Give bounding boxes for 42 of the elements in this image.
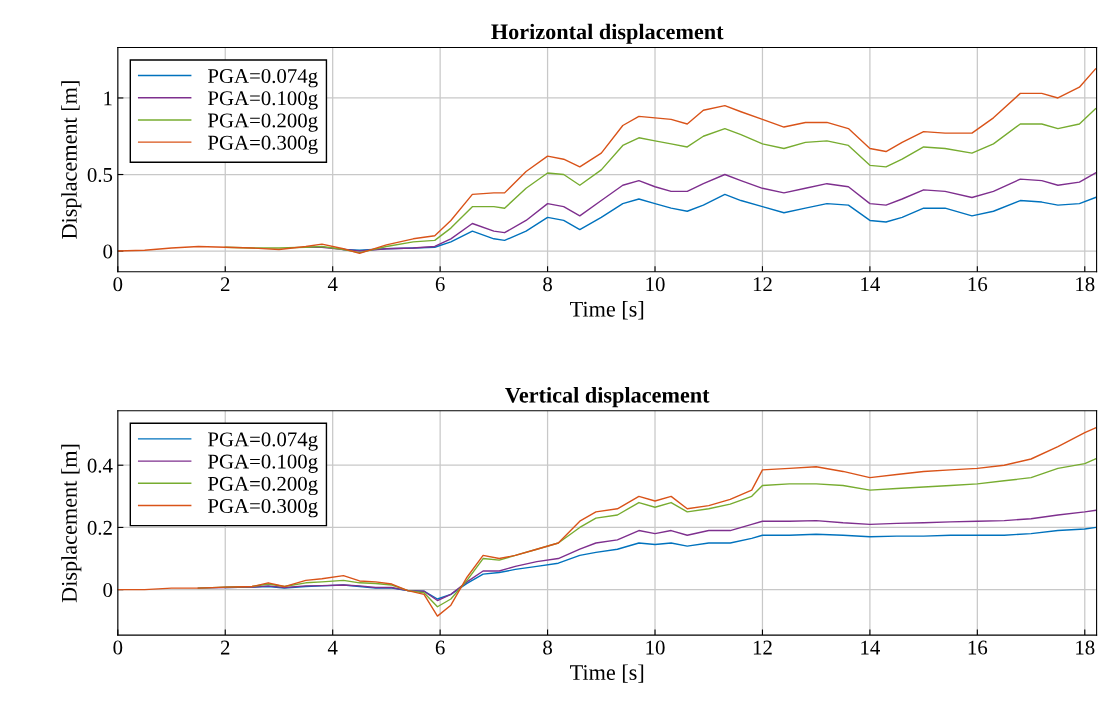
- x-tick-label: 4: [327, 640, 338, 655]
- y-tick-label: 0.2: [87, 520, 112, 535]
- x-tick-label: 2: [220, 277, 230, 292]
- y-tick-label: 0.4: [87, 458, 113, 473]
- x-tick-label: 12: [753, 640, 772, 655]
- y-tick-label: 0.5: [87, 167, 113, 183]
- x-tick-label: 16: [968, 640, 988, 655]
- x-tick-label: 8: [543, 640, 552, 655]
- legend-label: PGA=0.200g: [207, 113, 318, 132]
- x-tick-label: 14: [861, 640, 880, 655]
- legend-label: PGA=0.074g: [207, 69, 318, 88]
- legend-label: PGA=0.100g: [207, 91, 318, 110]
- line-series: [117, 427, 1097, 617]
- legend-label: PGA=0.300g: [207, 498, 318, 518]
- x-tick-label: 0: [113, 277, 123, 292]
- x-tick-label: 6: [435, 277, 445, 292]
- x-tick-label: 8: [543, 277, 552, 292]
- x-tick-label: 14: [861, 277, 880, 292]
- y-tick-label: 0: [103, 244, 113, 259]
- x-tick-label: 12: [753, 277, 772, 292]
- y-axis-title: Displacement [m]: [61, 444, 82, 603]
- x-axis-title: Time [s]: [570, 664, 644, 683]
- y-tick-label: 0: [103, 583, 113, 598]
- x-tick-label: 6: [435, 640, 445, 655]
- x-tick-label: 18: [1076, 640, 1095, 655]
- x-tick-label: 10: [646, 277, 665, 292]
- x-tick-label: 10: [646, 640, 665, 655]
- line-series: [117, 68, 1097, 255]
- x-tick-label: 2: [220, 640, 230, 655]
- x-tick-label: 4: [327, 277, 338, 292]
- y-tick-label: 1: [104, 91, 112, 106]
- legend-label: PGA=0.100g: [207, 454, 318, 473]
- x-tick-label: 0: [113, 640, 123, 655]
- x-axis-title: Time [s]: [570, 301, 644, 320]
- chart-title: Horizontal displacement: [491, 23, 724, 44]
- legend-label: PGA=0.200g: [207, 476, 318, 496]
- legend-label: PGA=0.074g: [207, 432, 318, 451]
- legend-label: PGA=0.300g: [207, 135, 318, 154]
- x-tick-label: 18: [1076, 277, 1095, 292]
- y-axis-title: Displacement [m]: [61, 81, 82, 239]
- chart-title: Vertical displacement: [505, 387, 710, 408]
- x-tick-label: 16: [968, 277, 988, 292]
